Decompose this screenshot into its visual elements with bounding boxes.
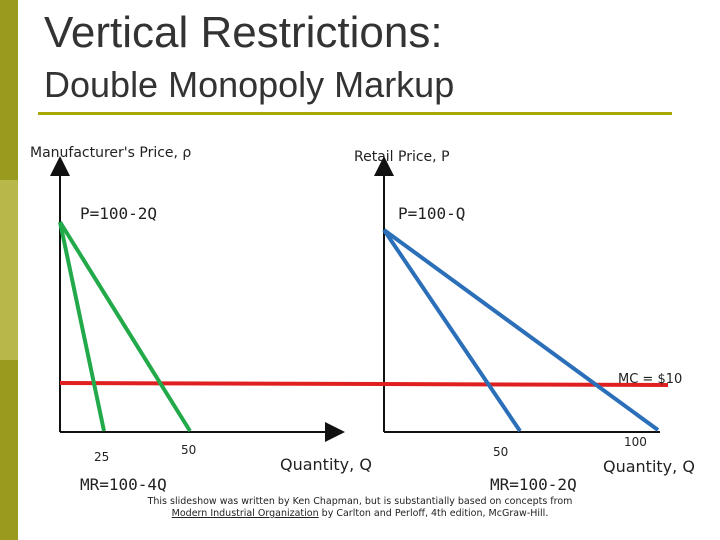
footer-line-2: Modern Industrial Organization by Carlto… [120,508,600,520]
center-x-axis-label: Quantity, Q [280,455,372,474]
slide-title: Vertical Restrictions: [44,8,443,57]
right-x-axis-label: Quantity, Q [603,457,695,476]
mc-label: MC = $10 [618,372,682,387]
left-tick-25: 25 [94,450,109,464]
book-title-link[interactable]: Modern Industrial Organization [171,508,319,519]
left-mr-label: MR=100-4Q [80,475,167,494]
left-demand-label: P=100-2Q [80,204,157,223]
right-demand-curve [382,228,660,432]
footer-credit: This slideshow was written by Ken Chapma… [120,496,600,520]
side-bar-top [0,0,18,180]
side-bar-middle [0,180,18,360]
mc-line [59,381,669,387]
footer-line-1: This slideshow was written by Ken Chapma… [147,496,573,507]
left-mr-curve [58,221,106,432]
right-tick-100: 100 [624,435,647,449]
left-demand-curve [58,220,192,433]
right-tick-50: 50 [493,445,508,459]
side-bar-bottom [0,360,18,540]
left-y-axis-label: Manufacturer's Price, ρ [30,145,191,161]
right-mr-curve [382,228,522,433]
title-underline [38,112,672,115]
right-mr-label: MR=100-2Q [490,475,577,494]
slide-subtitle: Double Monopoly Markup [44,64,455,105]
left-tick-50: 50 [181,443,196,457]
right-demand-label: P=100-Q [398,204,465,223]
right-y-axis-label: Retail Price, P [354,149,450,165]
footer-line-2-rest: by Carlton and Perloff, 4th edition, McG… [321,508,549,519]
